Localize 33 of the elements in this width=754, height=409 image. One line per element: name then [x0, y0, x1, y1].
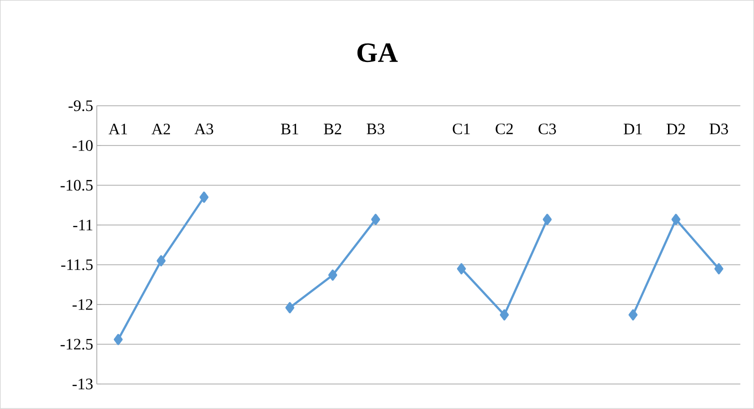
x-tick-label: C2 [496, 124, 513, 134]
point [714, 263, 724, 274]
point [671, 214, 680, 226]
y-tick-label: -13 [72, 378, 93, 390]
x-tick-label: A1 [108, 124, 128, 134]
y-tick-label: -9.5 [68, 100, 93, 112]
point [200, 192, 208, 203]
x-tick-label: D3 [710, 124, 728, 134]
point [628, 309, 638, 321]
y-tick-label: -10.5 [60, 180, 93, 191]
y-tick-label: -11.5 [61, 260, 93, 270]
point [371, 214, 380, 226]
point [156, 255, 166, 267]
y-tick-label: -10 [72, 140, 93, 152]
x-tick-label: A2 [152, 124, 170, 134]
x-tick-label: B1 [280, 124, 298, 134]
x-tick-label: A3 [194, 124, 214, 134]
y-tick-label: -12 [72, 299, 92, 310]
point [285, 302, 294, 314]
x-tick-label: B3 [366, 124, 384, 134]
x-tick-label: D2 [666, 124, 685, 134]
x-tick-label: C1 [452, 124, 470, 134]
point [328, 270, 338, 281]
point [542, 214, 552, 226]
y-tick-label: -11 [73, 220, 92, 230]
y-tick-label: -12.5 [60, 339, 93, 350]
chart-title: GA [357, 43, 398, 62]
point [500, 309, 509, 321]
x-tick-label: B2 [324, 124, 342, 134]
point [114, 334, 123, 346]
x-tick-label: D1 [624, 124, 642, 134]
point [456, 263, 466, 274]
x-tick-label: C3 [538, 124, 556, 134]
